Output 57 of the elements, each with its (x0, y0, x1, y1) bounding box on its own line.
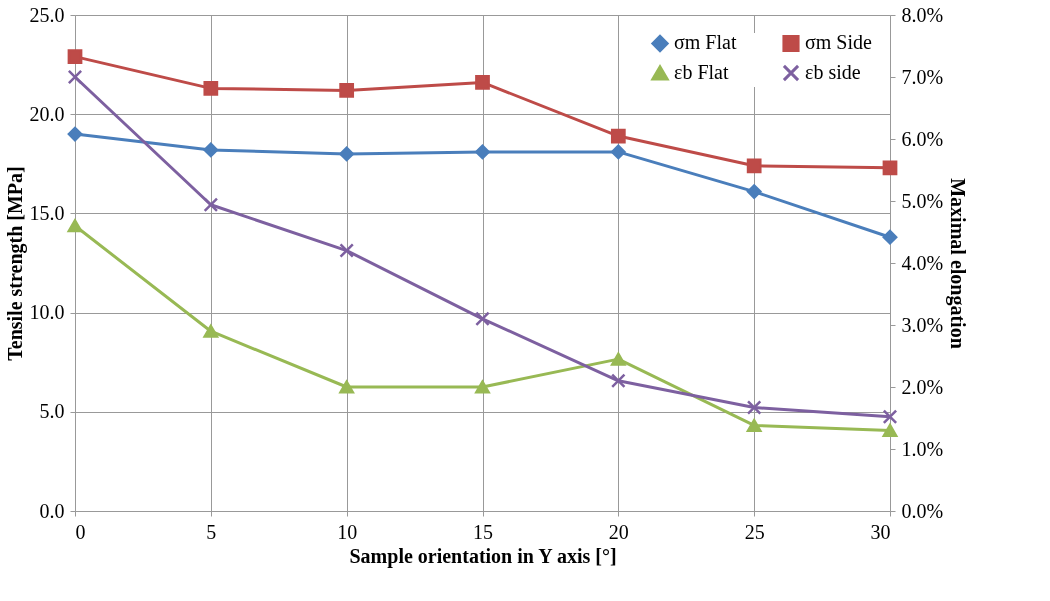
y2-tick-label: 7.0% (901, 65, 944, 88)
x-tick-label: 10 (337, 520, 358, 543)
y2-axis-title: Maximal elongation (946, 178, 970, 349)
point (746, 418, 762, 432)
point (203, 197, 219, 213)
legend-label: σm Flat (674, 31, 737, 54)
point (339, 83, 355, 98)
point (610, 128, 626, 144)
point (882, 409, 898, 425)
y-tick-label: 15.0 (29, 201, 65, 224)
point (610, 144, 626, 160)
x-tick-label: 5 (206, 520, 217, 543)
point (67, 49, 83, 65)
y2-tick-label: 0.0% (901, 499, 944, 522)
y2-tick-label: 5.0% (901, 189, 944, 212)
point (203, 324, 219, 338)
legend-label: εb side (805, 61, 861, 83)
point (475, 144, 490, 160)
point (67, 126, 83, 142)
point (475, 380, 490, 394)
point (203, 81, 219, 96)
point (339, 380, 355, 394)
x-tick-label: 25 (744, 520, 765, 543)
x-tick-label: 30 (870, 520, 891, 543)
point (610, 352, 626, 366)
point (475, 75, 490, 90)
point (339, 146, 355, 162)
y-tick-label: 20.0 (29, 102, 65, 125)
point (339, 243, 355, 258)
point (746, 158, 762, 174)
y2-tick-label: 3.0% (901, 313, 944, 336)
point (67, 219, 83, 233)
y2-tick-label: 8.0% (901, 3, 944, 26)
y2-tick-label: 4.0% (901, 251, 944, 274)
y-tick-label: 25.0 (29, 3, 65, 26)
y-tick-label: 5.0 (39, 400, 65, 423)
y2-tick-label: 2.0% (901, 375, 944, 398)
point (475, 311, 490, 327)
legend-label: εb Flat (674, 61, 729, 83)
point (67, 69, 83, 85)
y-tick-label: 0.0 (39, 499, 65, 522)
point (746, 400, 762, 415)
y2-tick-label: 1.0% (901, 437, 944, 460)
legend-label: σm Side (805, 31, 873, 54)
point (203, 142, 219, 158)
point (882, 160, 898, 176)
x-tick-label: 15 (473, 520, 493, 543)
y-tick-label: 10.0 (29, 301, 65, 324)
x-tick-label: 20 (608, 520, 629, 543)
point (882, 229, 898, 245)
point (610, 373, 626, 389)
x-axis-title: Sample orientation in Y axis [°] (349, 544, 617, 568)
y-axis-title: Tensile strength [MPa] (3, 166, 27, 361)
point (746, 184, 762, 199)
x-tick-label: 0 (75, 520, 86, 543)
point (882, 423, 898, 437)
y2-tick-label: 6.0% (901, 127, 944, 150)
